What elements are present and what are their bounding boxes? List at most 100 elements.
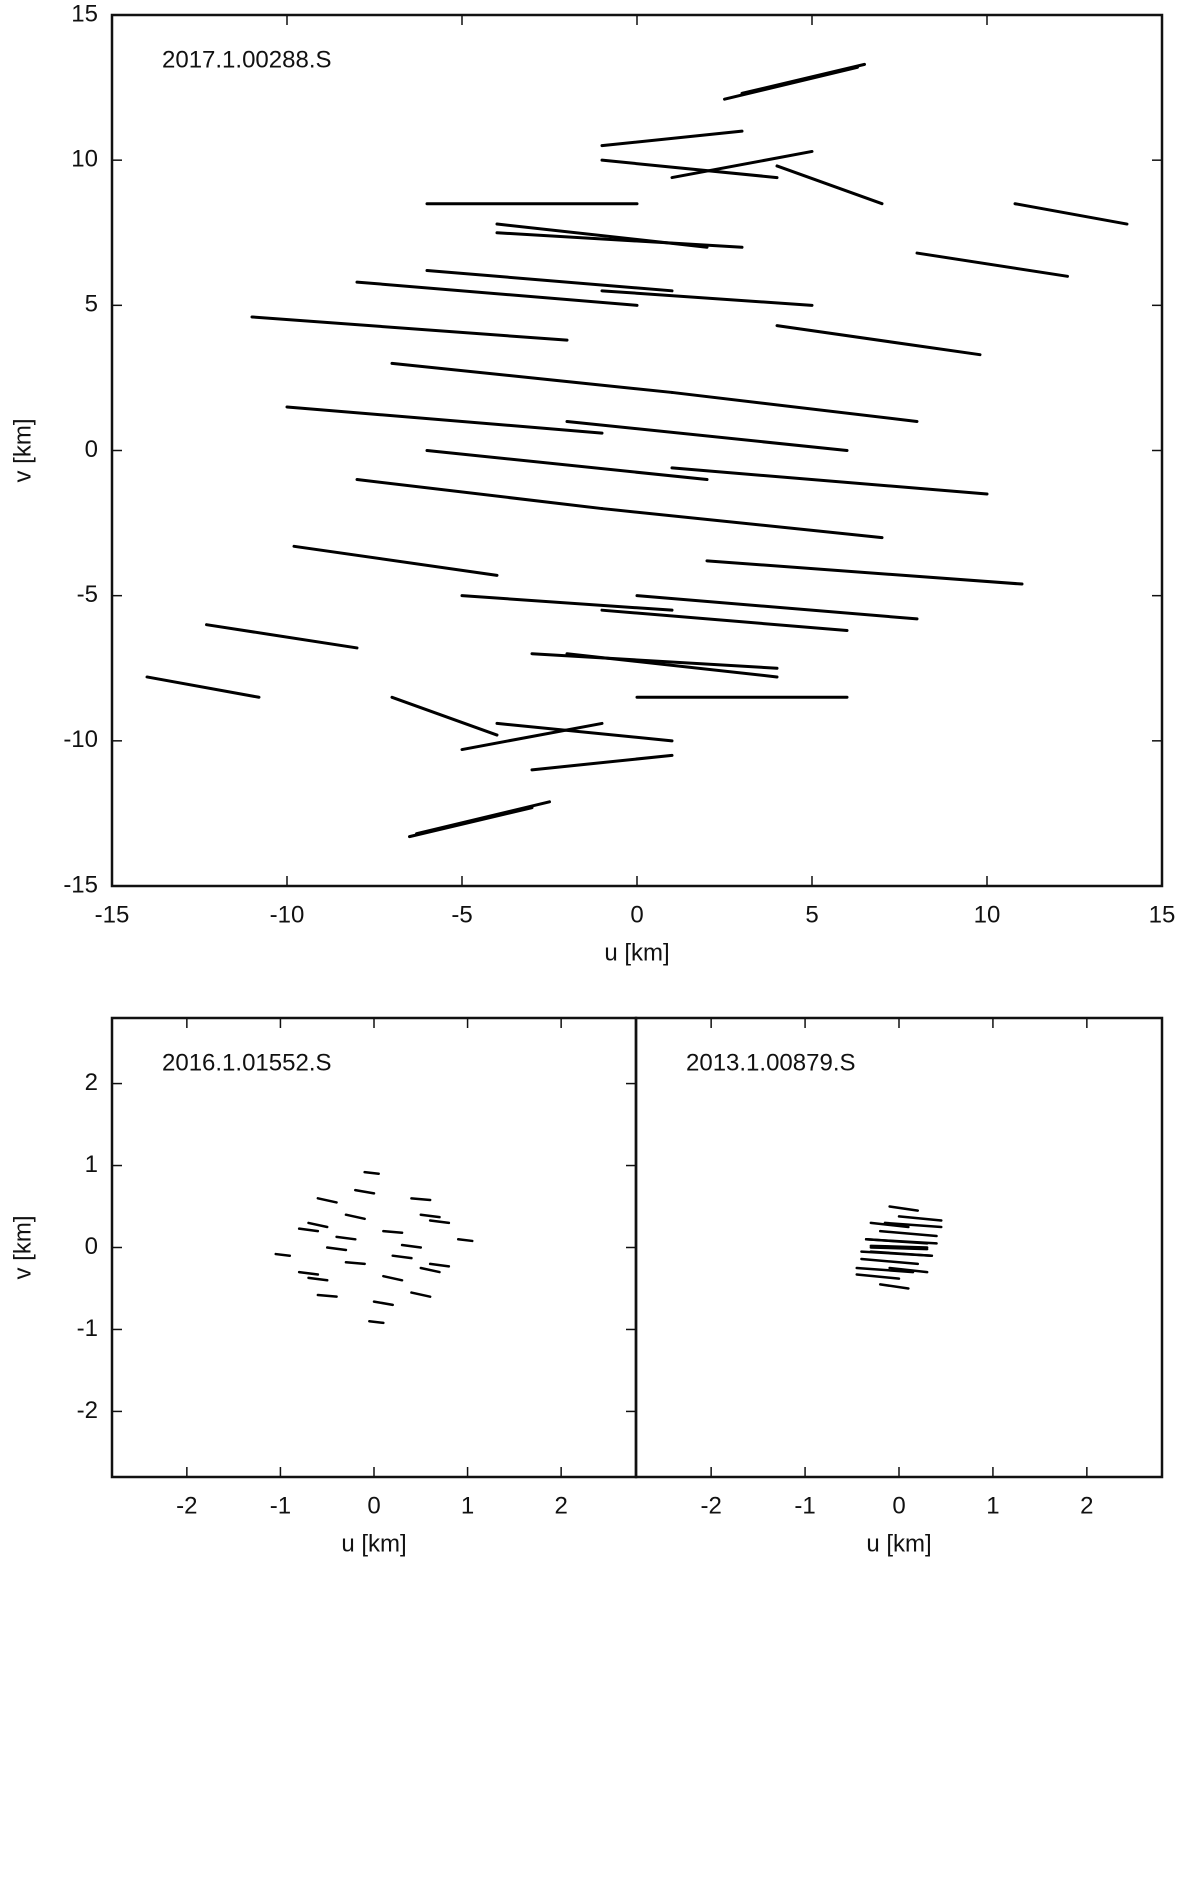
x-tick-label: 0	[630, 901, 643, 928]
x-axis-label: u [km]	[341, 1530, 406, 1557]
x-tick-label: -10	[270, 901, 305, 928]
uv-track	[410, 1291, 432, 1298]
panel-title: 2017.1.00288.S	[162, 46, 332, 73]
uv-track	[355, 478, 604, 511]
uv-track	[419, 1266, 441, 1274]
uv-track	[425, 449, 709, 482]
y-tick-label: -10	[63, 726, 98, 753]
x-tick-label: 15	[1149, 901, 1176, 928]
plot-frame	[110, 1016, 638, 1479]
uv-track	[775, 164, 884, 206]
uv-track	[530, 753, 674, 772]
uv-track	[390, 361, 674, 394]
panel-title: 2016.1.01552.S	[162, 1049, 332, 1076]
uv-track	[292, 544, 499, 577]
uv-track	[869, 1221, 910, 1229]
x-tick-label: 1	[461, 1492, 474, 1519]
uv-track	[883, 1221, 943, 1229]
uv-track	[740, 62, 866, 95]
uv-track	[408, 806, 534, 839]
uv-track	[600, 129, 744, 148]
uv-track	[775, 324, 982, 357]
x-axis-label: u [km]	[866, 1530, 931, 1557]
uv-track	[600, 289, 814, 307]
y-tick-label: 15	[71, 0, 98, 27]
uv-track	[400, 1243, 423, 1249]
uv-track	[145, 675, 261, 699]
uv-track	[670, 149, 814, 180]
uv-track	[274, 1252, 292, 1257]
uv-track	[425, 268, 674, 293]
uv-track	[354, 1188, 376, 1195]
uv-track	[565, 419, 849, 452]
uv-track	[860, 1257, 920, 1266]
x-tick-label: 0	[367, 1492, 380, 1519]
uv-track	[869, 1246, 929, 1251]
uv-track	[297, 1270, 320, 1276]
uv-track	[888, 1266, 929, 1274]
uv-track	[372, 1300, 394, 1307]
uv-track	[460, 721, 604, 752]
uv-track	[355, 280, 639, 307]
uv-track	[670, 466, 989, 496]
x-tick-label: 2	[554, 1492, 567, 1519]
uv-track	[316, 1293, 338, 1298]
y-axis-label: v [km]	[9, 419, 36, 483]
plot-frame	[634, 1016, 1164, 1479]
x-tick-label: -5	[451, 901, 472, 928]
panel-title: 2013.1.00879.S	[686, 1049, 856, 1076]
y-tick-label: 1	[85, 1151, 98, 1178]
uv-track	[670, 390, 919, 423]
y-tick-label: 5	[85, 291, 98, 318]
uv-track	[600, 507, 884, 540]
uv-track	[307, 1276, 329, 1282]
x-tick-label: 0	[892, 1492, 905, 1519]
uv-track	[600, 608, 849, 633]
x-tick-label: 5	[805, 901, 818, 928]
y-tick-label: -5	[77, 581, 98, 608]
uv-track	[878, 1283, 910, 1290]
uv-track	[297, 1227, 320, 1233]
y-tick-label: 10	[71, 146, 98, 173]
x-tick-label: -15	[95, 901, 130, 928]
uv-track	[419, 1213, 441, 1219]
uv-track	[368, 1320, 385, 1325]
uv-track	[428, 1262, 451, 1268]
uv-track	[864, 1238, 938, 1245]
y-tick-label: 0	[85, 436, 98, 463]
uv-track	[530, 652, 779, 670]
plot-frame	[110, 13, 1164, 888]
uv-track	[250, 315, 569, 342]
uv-track	[382, 1229, 404, 1234]
uv-track	[335, 1235, 357, 1241]
uv-track	[285, 405, 604, 435]
x-tick-label: -1	[270, 1492, 291, 1519]
uv-track	[460, 594, 674, 612]
y-tick-label: 2	[85, 1069, 98, 1096]
y-tick-label: -2	[77, 1397, 98, 1424]
uv-track	[495, 721, 674, 743]
x-tick-label: 1	[986, 1492, 999, 1519]
x-tick-label: -1	[794, 1492, 815, 1519]
x-tick-label: -2	[700, 1492, 721, 1519]
uv-track	[205, 623, 359, 650]
uv-track	[888, 1205, 920, 1212]
uv-track	[390, 695, 499, 737]
uv-track	[855, 1266, 915, 1274]
y-tick-label: -15	[63, 871, 98, 898]
uv-track	[860, 1250, 934, 1257]
y-tick-label: -1	[77, 1315, 98, 1342]
x-tick-label: 2	[1080, 1492, 1093, 1519]
uv-track	[363, 1170, 380, 1175]
uv-track	[316, 1197, 338, 1204]
uv-track	[897, 1215, 943, 1222]
uv-track	[869, 1244, 929, 1249]
uv-track	[600, 158, 779, 180]
uv-track	[344, 1261, 366, 1266]
x-tick-label: -2	[176, 1492, 197, 1519]
uv-track	[307, 1221, 329, 1229]
uv-track	[344, 1213, 366, 1221]
uv-track	[382, 1274, 404, 1282]
uv-track	[495, 231, 744, 249]
